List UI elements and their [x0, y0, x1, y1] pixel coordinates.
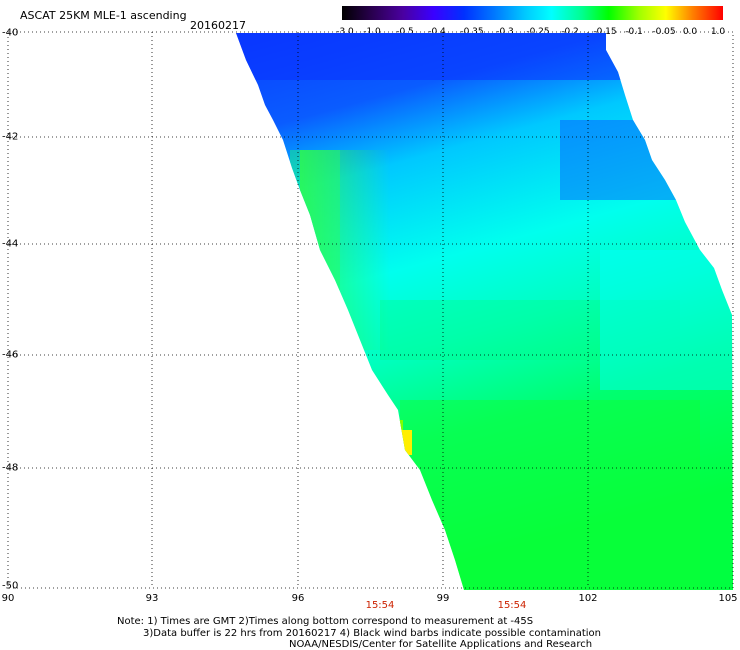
lon-label: 93 [145, 593, 159, 604]
footnote-credit: NOAA/NESDIS/Center for Satellite Applica… [289, 639, 593, 650]
color-scale-bar [342, 6, 723, 20]
pass-time-label: 15:54 [365, 600, 395, 611]
product-title: ASCAT 25KM MLE-1 ascending [20, 9, 187, 22]
lon-label: 99 [436, 593, 450, 604]
lat-label: -44 [2, 238, 19, 250]
lon-label: 105 [718, 593, 738, 604]
color-scale-label: -0.25 [526, 27, 550, 37]
footnote-line-1: Note: 1) Times are GMT 2)Times along bot… [117, 616, 534, 627]
lat-label: -40 [2, 27, 19, 39]
lon-label: 90 [1, 593, 15, 604]
color-scale-label: -0.1 [625, 27, 643, 37]
color-scale-label: -0.2 [561, 27, 579, 37]
footnote-line-2: 3)Data buffer is 22 hrs from 20160217 4)… [143, 628, 601, 639]
lon-label: 96 [291, 593, 305, 604]
lon-label: 102 [578, 593, 598, 604]
date-label: 20160217 [190, 19, 246, 32]
lat-label: -48 [2, 462, 19, 474]
color-scale-label: 1.0 [710, 27, 726, 37]
pass-time-label: 15:54 [497, 600, 527, 611]
map-graticule [8, 32, 733, 588]
lat-label: -50 [2, 580, 19, 592]
wind-swath [236, 33, 733, 590]
map-frame [7, 31, 734, 589]
color-scale-label: 0.0 [682, 27, 698, 37]
lat-label: -46 [2, 349, 19, 361]
lat-label: -42 [2, 131, 19, 143]
